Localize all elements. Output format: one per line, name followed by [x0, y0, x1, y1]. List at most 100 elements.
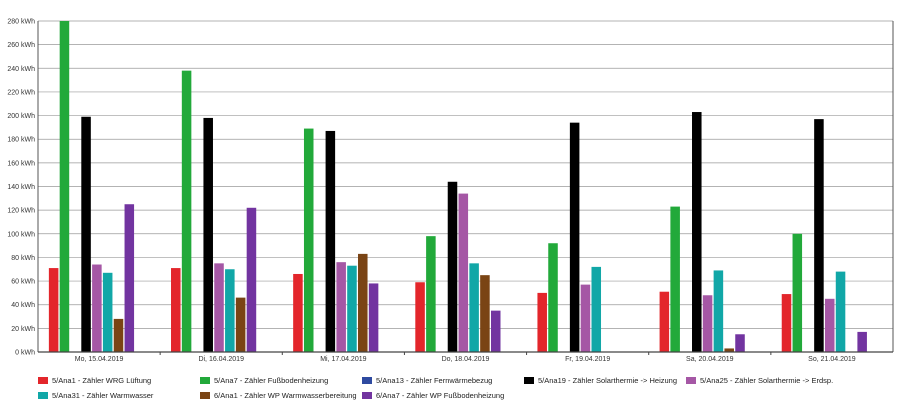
bar	[824, 298, 835, 352]
bar	[548, 243, 558, 352]
bar-chart: 0 kWh 20 kWh 40 kWh 60 kWh 80 kWh 100 kWh 120 …	[7, 19, 894, 363]
bar	[713, 270, 724, 352]
bar	[426, 236, 436, 352]
bar	[580, 284, 591, 352]
bar	[203, 117, 213, 352]
legend: 5/Ana1 - Zähler WRG Lüftung 5/Ana7 - Zäh…	[38, 374, 898, 404]
bar	[792, 233, 803, 352]
x-tick-label: Di, 16.04.2019	[198, 356, 244, 363]
bar	[537, 292, 547, 352]
bar	[347, 265, 357, 352]
legend-label: 5/Ana25 - Zähler Solarthermie -> Erdsp.	[700, 376, 834, 385]
bar	[670, 206, 680, 352]
bar	[569, 122, 580, 352]
y-tick-label: 20 kWh	[11, 326, 35, 333]
legend-swatch	[200, 377, 210, 384]
legend-label: 5/Ana31 - Zähler Warmwasser	[52, 391, 154, 400]
legend-swatch	[362, 392, 372, 399]
legend-swatch	[524, 377, 534, 384]
y-tick-label: 100 kWh	[7, 231, 35, 238]
y-tick-label: 260 kWh	[7, 42, 35, 49]
legend-row-1: 5/Ana1 - Zähler WRG Lüftung 5/Ana7 - Zäh…	[38, 374, 898, 387]
y-tick-label: 40 kWh	[11, 302, 35, 309]
bar	[591, 266, 602, 352]
bar	[181, 70, 192, 353]
x-tick-label: Mo, 15.04.2019	[75, 356, 124, 363]
legend-item: 5/Ana19 - Zähler Solarthermie -> Heizung	[524, 376, 686, 385]
bar	[490, 310, 501, 353]
bar	[303, 128, 314, 352]
bar	[102, 272, 113, 352]
bar	[469, 263, 479, 352]
bar	[171, 268, 181, 352]
y-tick-label: 140 kWh	[7, 184, 35, 191]
bar	[368, 283, 379, 352]
legend-label: 5/Ana13 - Zähler Fernwärmebezug	[376, 376, 493, 385]
bar	[235, 297, 246, 352]
bar	[781, 294, 792, 352]
legend-swatch	[38, 392, 48, 399]
y-tick-label: 160 kWh	[7, 160, 35, 167]
y-tick-label: 240 kWh	[7, 66, 35, 73]
bar	[857, 331, 867, 352]
bar	[293, 273, 303, 352]
bar	[480, 275, 490, 352]
legend-swatch	[38, 377, 48, 384]
y-tick-label: 0 kWh	[15, 350, 35, 357]
legend-swatch	[686, 377, 696, 384]
legend-label: 5/Ana1 - Zähler WRG Lüftung	[52, 376, 152, 385]
bar	[458, 193, 469, 352]
legend-swatch	[200, 392, 210, 399]
x-tick-label: Sa, 20.04.2019	[686, 356, 734, 363]
bar	[659, 291, 670, 352]
bars	[48, 21, 867, 353]
bar	[59, 21, 70, 352]
legend-label: 5/Ana7 - Zähler Fußbodenheizung	[214, 376, 329, 385]
legend-label: 6/Ana1 - Zähler WP Warmwasserbereitung	[214, 391, 357, 400]
bar	[692, 112, 702, 352]
x-axis-labels: Mo, 15.04.2019 Di, 16.04.2019 Mi, 17.04.20…	[75, 356, 856, 363]
bar	[724, 348, 734, 352]
axes	[37, 21, 894, 355]
bar	[814, 119, 824, 353]
bar	[92, 264, 102, 352]
y-tick-label: 120 kWh	[7, 208, 35, 215]
bar	[325, 130, 336, 352]
x-tick-label: So, 21.04.2019	[808, 356, 856, 363]
legend-label: 6/Ana7 - Zähler WP Fußbodenheizung	[376, 391, 505, 400]
bar	[835, 271, 846, 352]
bar	[702, 295, 713, 352]
legend-swatch	[362, 377, 372, 384]
bar	[735, 334, 745, 352]
bar	[113, 318, 124, 352]
y-tick-label: 200 kWh	[7, 113, 35, 120]
y-tick-label: 60 kWh	[11, 279, 35, 286]
legend-item: 5/Ana31 - Zähler Warmwasser	[38, 391, 200, 400]
legend-item: 6/Ana1 - Zähler WP Warmwasserbereitung	[200, 391, 362, 400]
bar	[358, 253, 368, 352]
bar	[415, 282, 425, 352]
bar	[225, 269, 235, 352]
legend-label: 5/Ana19 - Zähler Solarthermie -> Heizung	[538, 376, 678, 385]
y-axis-ticks: 0 kWh 20 kWh 40 kWh 60 kWh 80 kWh 100 kWh 120 …	[7, 19, 35, 357]
legend-row-2: 5/Ana31 - Zähler Warmwasser 6/Ana1 - Zäh…	[38, 389, 898, 402]
x-tick-label: Do, 18.04.2019	[442, 356, 490, 363]
bar	[246, 207, 257, 352]
legend-item: 5/Ana1 - Zähler WRG Lüftung	[38, 376, 200, 385]
y-tick-label: 80 kWh	[11, 255, 35, 262]
bar	[81, 116, 91, 352]
y-tick-label: 220 kWh	[7, 89, 35, 96]
x-tick-label: Fr, 19.04.2019	[565, 356, 610, 363]
legend-item: 5/Ana25 - Zähler Solarthermie -> Erdsp.	[686, 376, 848, 385]
bar	[336, 262, 346, 352]
bar	[214, 263, 224, 352]
y-tick-label: 280 kWh	[7, 19, 35, 26]
bar	[447, 181, 458, 352]
legend-item: 5/Ana13 - Zähler Fernwärmebezug	[362, 376, 524, 385]
bar	[48, 268, 59, 352]
y-tick-label: 180 kWh	[7, 137, 35, 144]
legend-item: 5/Ana7 - Zähler Fußbodenheizung	[200, 376, 362, 385]
bar	[124, 204, 135, 352]
x-tick-label: Mi, 17.04.2019	[320, 356, 366, 363]
legend-item: 6/Ana7 - Zähler WP Fußbodenheizung	[362, 391, 524, 400]
